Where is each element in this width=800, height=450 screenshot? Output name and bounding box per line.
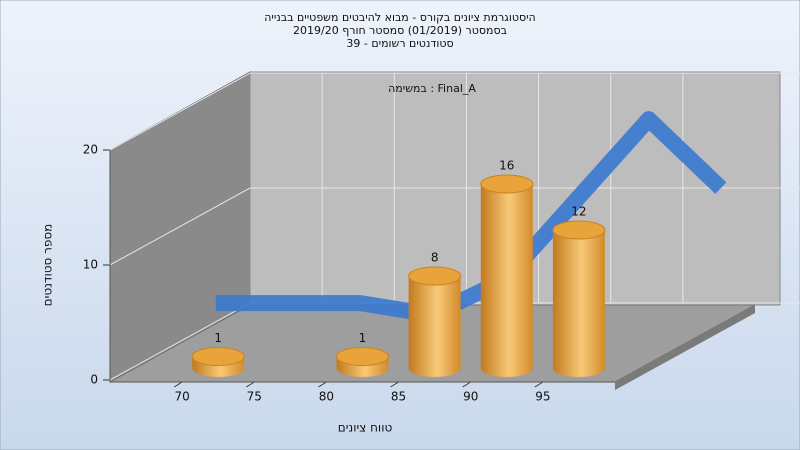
- y-tick-label: 0: [90, 373, 98, 387]
- chart-title: סטודנטים רשומים - 39: [346, 37, 453, 50]
- x-axis-label: טווח ציונים: [338, 421, 393, 435]
- x-tick-label: 90: [463, 390, 478, 404]
- floor-edge: [615, 305, 755, 390]
- bar-body: [552, 230, 605, 377]
- data-label: 8: [431, 251, 439, 265]
- y-tick-label: 10: [83, 258, 98, 272]
- grid-line: [109, 187, 800, 266]
- x-tick-label: 95: [535, 390, 550, 404]
- x-tick-label: 75: [247, 390, 262, 404]
- bar: [552, 220, 606, 377]
- bar-top: [408, 266, 462, 286]
- curve: [215, 111, 727, 323]
- x-tick: [390, 381, 399, 388]
- plot: 1 1 8 16 12: [191, 111, 727, 377]
- bar-top: [336, 347, 389, 366]
- bar-body: [480, 184, 533, 377]
- y-tick-label: 20: [83, 143, 98, 157]
- data-label: 1: [359, 331, 367, 345]
- data-label: 16: [499, 159, 514, 173]
- bar-top: [191, 347, 245, 366]
- bar: [336, 347, 389, 377]
- x-tick-label: 80: [319, 390, 334, 404]
- y-axis-label: מספר סטודנטים: [41, 224, 55, 307]
- bar-top: [552, 220, 606, 240]
- x-tick-label: 85: [391, 390, 406, 404]
- grid-line: [109, 72, 800, 151]
- data-label: 12: [571, 205, 586, 219]
- x-tick: [318, 381, 327, 388]
- x-tick-label: 70: [175, 390, 190, 404]
- bar-top: [480, 174, 534, 194]
- x-tick: [462, 381, 471, 388]
- bar-body: [408, 276, 461, 377]
- x-tick: [246, 381, 255, 388]
- chart-title: בסמסטר (01/2019) סמסטר חורף 2019/20: [293, 24, 507, 37]
- chart-title: היסטוגרמת ציונים בקורס - מבוא להיבטים מש…: [264, 11, 536, 24]
- bar: [408, 266, 462, 377]
- bar: [480, 174, 534, 377]
- data-label: 1: [214, 331, 222, 345]
- x-tick: [173, 381, 183, 388]
- x-tick: [534, 381, 544, 388]
- bar: [191, 347, 245, 377]
- annotation: במשימה : Final_A: [388, 82, 476, 95]
